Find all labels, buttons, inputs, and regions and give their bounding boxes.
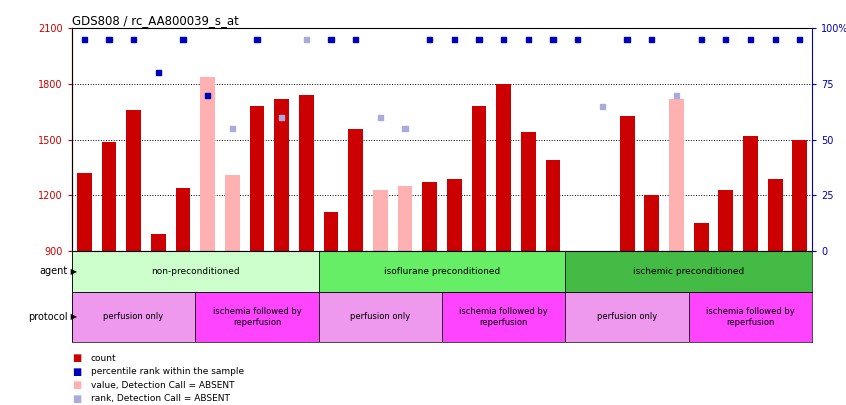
Point [250, 36, 264, 43]
Point [744, 36, 757, 43]
Point [374, 114, 387, 121]
Bar [546, 160, 560, 251]
Text: ▶: ▶ [68, 312, 77, 322]
Point [620, 36, 634, 43]
Bar [471, 107, 486, 251]
Text: non-preconditioned: non-preconditioned [151, 267, 239, 276]
Text: perfusion only: perfusion only [350, 312, 410, 322]
Bar [72, 251, 319, 292]
Point [349, 36, 362, 43]
Bar [497, 84, 511, 251]
Point [102, 36, 116, 43]
Bar [768, 179, 783, 251]
Point [78, 36, 91, 43]
Text: percentile rank within the sample: percentile rank within the sample [91, 367, 244, 376]
Bar [645, 195, 659, 251]
Bar [669, 99, 684, 251]
Bar [195, 292, 319, 342]
Text: protocol: protocol [28, 312, 68, 322]
Bar [349, 129, 363, 251]
Bar [77, 173, 91, 251]
Text: perfusion only: perfusion only [103, 312, 164, 322]
Point [201, 92, 214, 98]
Bar [319, 251, 565, 292]
Point [448, 36, 461, 43]
Point [571, 36, 585, 43]
Text: ▶: ▶ [68, 267, 77, 276]
Bar [743, 136, 758, 251]
Bar [793, 140, 807, 251]
Point [793, 36, 806, 43]
Text: ■: ■ [72, 394, 81, 403]
Text: ■: ■ [72, 354, 81, 363]
Text: agent: agent [40, 266, 68, 276]
Bar [619, 115, 634, 251]
Point [299, 36, 313, 43]
Text: ■: ■ [72, 367, 81, 377]
Text: rank, Detection Call = ABSENT: rank, Detection Call = ABSENT [91, 394, 229, 403]
Text: count: count [91, 354, 116, 363]
Bar [398, 186, 413, 251]
Point [176, 36, 190, 43]
Text: isoflurane preconditioned: isoflurane preconditioned [384, 267, 500, 276]
Point [423, 36, 437, 43]
Text: ischemia followed by
reperfusion: ischemia followed by reperfusion [459, 307, 548, 326]
Point [127, 36, 140, 43]
Text: GDS808 / rc_AA800039_s_at: GDS808 / rc_AA800039_s_at [72, 14, 239, 27]
Point [497, 36, 510, 43]
Point [226, 126, 239, 132]
Text: ischemic preconditioned: ischemic preconditioned [633, 267, 744, 276]
Point [522, 36, 536, 43]
Bar [422, 182, 437, 251]
Bar [151, 234, 166, 251]
Bar [718, 190, 733, 251]
Bar [102, 142, 116, 251]
Bar [565, 292, 689, 342]
Bar [373, 190, 387, 251]
Bar [175, 188, 190, 251]
Bar [126, 110, 141, 251]
Point [695, 36, 708, 43]
Bar [689, 292, 812, 342]
Point [472, 36, 486, 43]
Point [670, 92, 684, 98]
Point [547, 36, 560, 43]
Bar [299, 95, 314, 251]
Text: ■: ■ [72, 380, 81, 390]
Point [645, 36, 658, 43]
Bar [447, 179, 462, 251]
Bar [319, 292, 442, 342]
Bar [72, 292, 195, 342]
Point [719, 36, 733, 43]
Bar [694, 223, 708, 251]
Bar [442, 292, 565, 342]
Point [151, 70, 165, 76]
Point [324, 36, 338, 43]
Bar [274, 99, 289, 251]
Bar [225, 175, 239, 251]
Bar [521, 132, 536, 251]
Text: ischemia followed by
reperfusion: ischemia followed by reperfusion [212, 307, 301, 326]
Text: value, Detection Call = ABSENT: value, Detection Call = ABSENT [91, 381, 234, 390]
Text: perfusion only: perfusion only [597, 312, 657, 322]
Bar [323, 212, 338, 251]
Text: ischemia followed by
reperfusion: ischemia followed by reperfusion [706, 307, 795, 326]
Point [596, 103, 609, 109]
Bar [250, 107, 264, 251]
Point [398, 126, 412, 132]
Bar [201, 77, 215, 251]
Point [768, 36, 782, 43]
Bar [565, 251, 812, 292]
Point [275, 114, 288, 121]
Bar [570, 251, 585, 257]
